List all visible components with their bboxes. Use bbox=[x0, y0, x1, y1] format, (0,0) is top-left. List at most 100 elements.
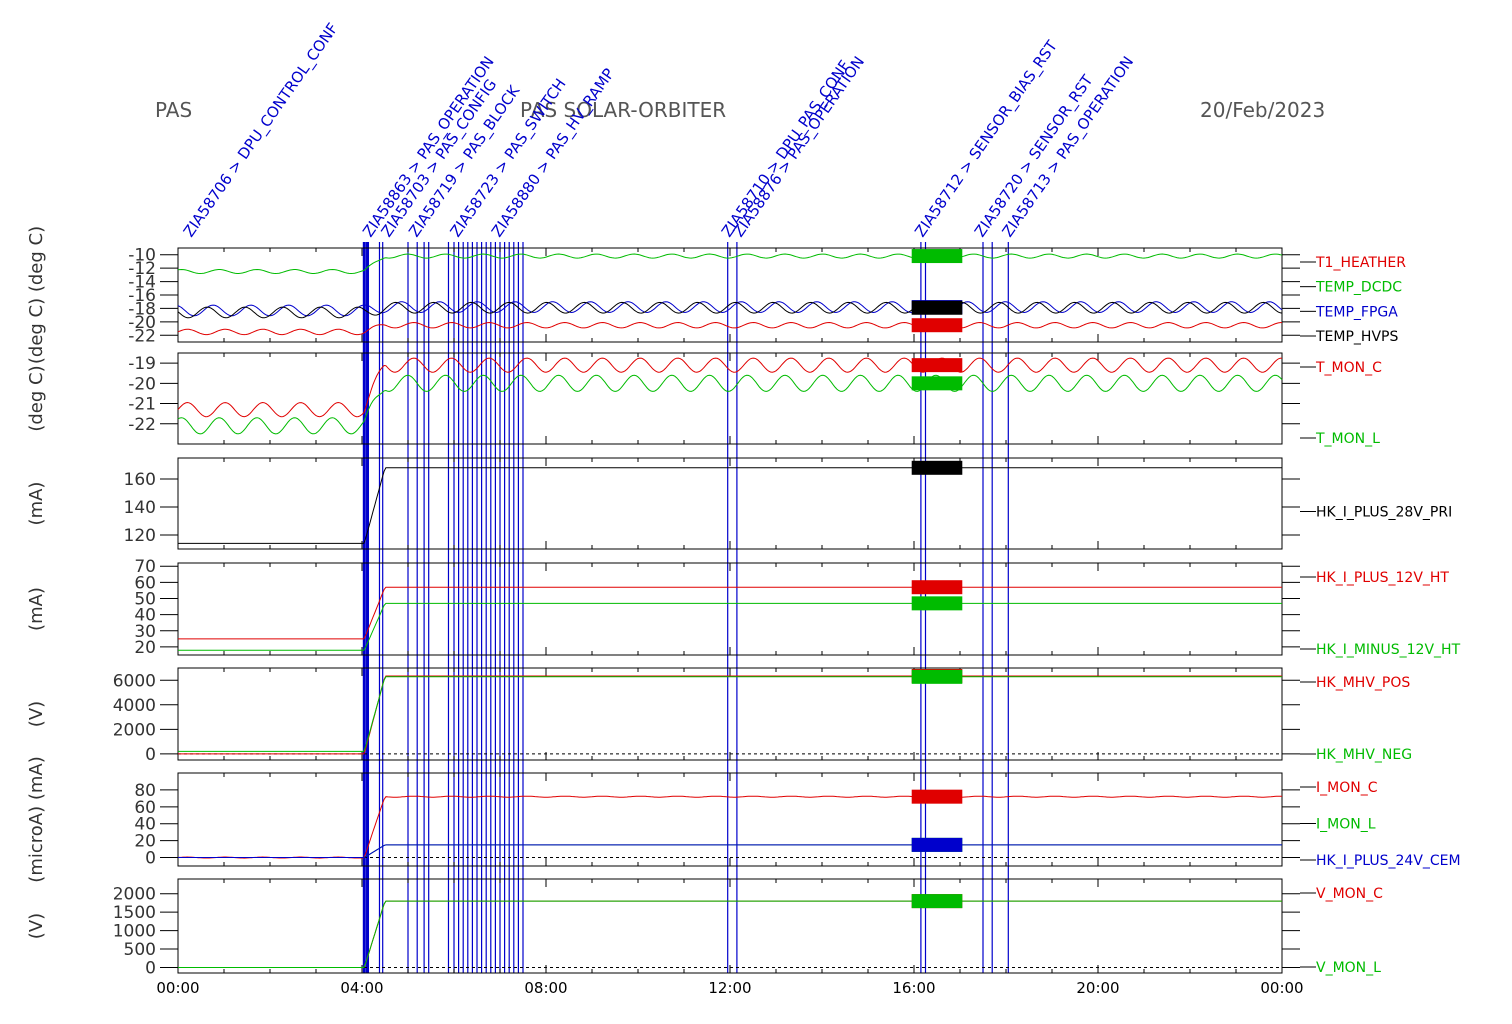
x-tick-label: 16:00 bbox=[892, 979, 935, 997]
x-tick-label: 20:00 bbox=[1076, 979, 1119, 997]
legend-label: HK_I_PLUS_28V_PRI bbox=[1316, 505, 1452, 521]
header-right: 20/Feb/2023 bbox=[1200, 98, 1325, 122]
y-tick-label: -14 bbox=[128, 273, 156, 293]
y-axis-label: (mA) bbox=[26, 587, 47, 631]
y-axis-label: (microA) (mA) bbox=[26, 756, 47, 882]
series-line bbox=[177, 357, 1283, 418]
event-label: ZIA58703 > PAS_CONFIG bbox=[378, 76, 502, 241]
y-tick-label: 60 bbox=[134, 573, 156, 593]
legend-label: V_MON_C bbox=[1316, 886, 1383, 902]
event-label: ZIA58706 > DPU_CONTROL_CONF bbox=[180, 20, 343, 241]
series-highlight bbox=[911, 358, 963, 373]
y-tick-label: 60 bbox=[134, 798, 156, 818]
y-tick-label: 2000 bbox=[113, 885, 156, 905]
y-tick-label: 0 bbox=[145, 958, 156, 978]
series-line bbox=[177, 253, 1283, 275]
y-tick-label: -20 bbox=[128, 374, 156, 394]
series-highlight bbox=[911, 376, 963, 391]
series-line bbox=[178, 900, 1282, 968]
series-line bbox=[178, 602, 1282, 651]
legend-label: TEMP_HVPS bbox=[1315, 329, 1398, 345]
x-tick-label: 00:00 bbox=[1260, 979, 1303, 997]
y-axis-label: (V) bbox=[26, 913, 47, 939]
legend-label: TEMP_FPGA bbox=[1315, 304, 1398, 320]
y-tick-label: -10 bbox=[128, 246, 156, 266]
y-tick-label: 500 bbox=[124, 940, 156, 960]
legend-label: I_MON_L bbox=[1316, 817, 1376, 833]
panel: 120 140 160 (mA) HK_I_PLUS_28V_PRI bbox=[26, 457, 1452, 550]
legend-label: T_MON_L bbox=[1315, 431, 1380, 447]
event-label: ZIA58876 > PAS_OPERATION bbox=[729, 53, 868, 241]
panel-frame bbox=[177, 247, 1283, 343]
x-tick-label: 08:00 bbox=[524, 979, 567, 997]
legend-label: I_MON_C bbox=[1316, 780, 1378, 796]
series-line bbox=[177, 301, 1283, 319]
y-tick-label: 20 bbox=[134, 832, 156, 852]
event-label: ZIA58720 > SENSOR_RST bbox=[971, 71, 1098, 241]
series-line bbox=[178, 844, 1282, 858]
x-axis: 00:00 04:00 08:00 12:00 16:00 20:00 00:00 bbox=[156, 979, 1303, 997]
y-axis-label: (V) bbox=[26, 701, 47, 727]
legend-label: HK_MHV_POS bbox=[1316, 675, 1410, 691]
y-tick-label: 4000 bbox=[113, 696, 156, 716]
legend-label: V_MON_L bbox=[1316, 960, 1381, 976]
series-line bbox=[178, 586, 1282, 640]
series-highlight bbox=[911, 894, 963, 909]
y-tick-label: 6000 bbox=[113, 671, 156, 691]
x-tick-label: 00:00 bbox=[156, 979, 199, 997]
legend-label: T1_HEATHER bbox=[1315, 255, 1406, 271]
panel-frame bbox=[177, 667, 1283, 761]
legend-label: T_MON_C bbox=[1315, 360, 1382, 376]
panel: -19-20-21-22 (deg C) T_MON_C T_MON_L bbox=[26, 352, 1382, 447]
y-tick-label: 0 bbox=[145, 745, 156, 765]
y-tick-label: -20 bbox=[128, 313, 156, 333]
y-tick-label: -19 bbox=[128, 354, 156, 374]
series-highlight bbox=[911, 300, 963, 315]
series-highlight bbox=[911, 318, 963, 333]
legend-label: HK_I_MINUS_12V_HT bbox=[1316, 642, 1461, 658]
series-line bbox=[178, 844, 1282, 858]
panel-frame bbox=[177, 562, 1283, 656]
panel: -10-12-14-16-18-20-22 (deg C) (deg C) T1_H… bbox=[26, 226, 1406, 364]
series-line bbox=[177, 301, 1283, 317]
y-tick-label: 40 bbox=[134, 606, 156, 626]
header-center: PAS SOLAR-ORBITER bbox=[520, 98, 726, 122]
panel-frame bbox=[177, 352, 1283, 445]
y-tick-label: 50 bbox=[134, 590, 156, 610]
legend-label: TEMP_DCDC bbox=[1315, 280, 1402, 296]
y-axis-label: (deg C) (deg C) bbox=[26, 226, 47, 364]
panel-frame bbox=[177, 878, 1283, 974]
header-left: PAS bbox=[155, 98, 192, 122]
y-tick-label: 70 bbox=[134, 557, 156, 577]
y-tick-label: 160 bbox=[124, 470, 156, 490]
series-line bbox=[178, 900, 1282, 968]
series-highlight bbox=[911, 837, 963, 852]
legend-label: HK_I_PLUS_12V_HT bbox=[1316, 570, 1449, 586]
series-line bbox=[178, 467, 1282, 544]
series-line bbox=[178, 676, 1282, 752]
y-tick-label: 20 bbox=[134, 638, 156, 658]
x-tick-label: 04:00 bbox=[340, 979, 383, 997]
y-tick-label: 140 bbox=[124, 498, 156, 518]
series-highlight bbox=[911, 580, 963, 595]
y-tick-label: 1000 bbox=[113, 922, 156, 942]
series-line bbox=[178, 675, 1282, 755]
y-tick-label: 0 bbox=[145, 849, 156, 869]
series-highlight bbox=[911, 669, 963, 684]
panel: 0 2000 4000 6000 (V) HK_MHV_POS HK_MHV_NEG bbox=[26, 667, 1412, 765]
y-tick-label: 40 bbox=[134, 815, 156, 835]
y-tick-label: -12 bbox=[128, 259, 156, 279]
panel-frame bbox=[177, 772, 1283, 867]
panels: -10-12-14-16-18-20-22(deg C) (deg C) T1_H… bbox=[26, 226, 1461, 979]
x-tick-label: 12:00 bbox=[708, 979, 751, 997]
y-tick-label: -16 bbox=[128, 286, 156, 306]
y-tick-label: -18 bbox=[128, 299, 156, 319]
panel-frame bbox=[177, 457, 1283, 550]
y-tick-label: 2000 bbox=[113, 720, 156, 740]
y-tick-label: 80 bbox=[134, 781, 156, 801]
event-markers: ZIA58706 > DPU_CONTROL_CONF ZIA58863 > PA… bbox=[180, 20, 1138, 973]
